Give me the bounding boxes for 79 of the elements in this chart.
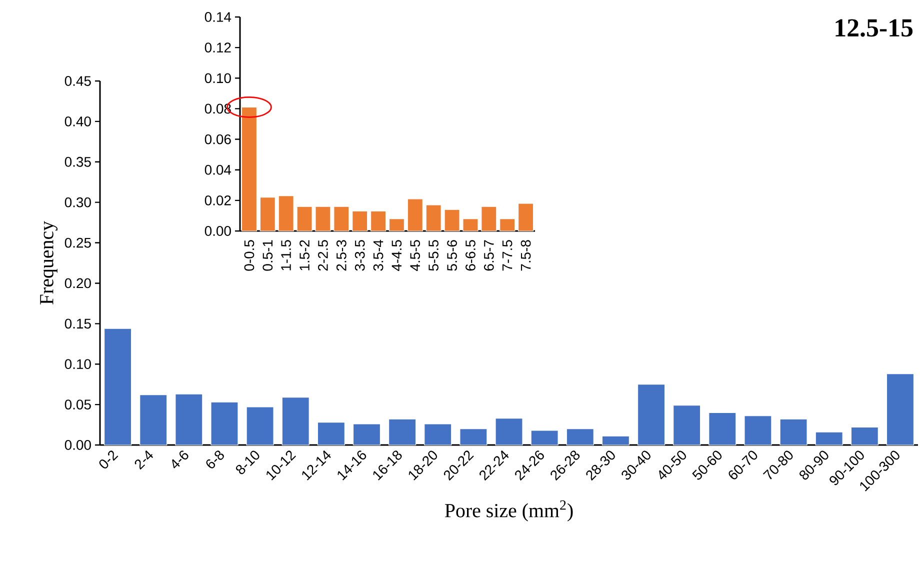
bar xyxy=(850,426,878,446)
x-tick-label: 3-3.5 xyxy=(354,240,365,271)
bar xyxy=(518,203,534,232)
bar xyxy=(462,218,478,232)
y-tick-label: 0.35 xyxy=(64,156,91,167)
x-tick-label: 4.5-5 xyxy=(410,240,420,271)
y-tick-label: 0.15 xyxy=(64,318,91,329)
bar xyxy=(210,402,238,446)
x-tick-label: 0-0.5 xyxy=(244,240,254,271)
bar xyxy=(500,218,516,232)
x-tick-label: 2-2.5 xyxy=(318,240,328,271)
x-tick-label: 6-8 xyxy=(206,450,224,468)
bar xyxy=(566,428,594,446)
x-tick-label: 2-4 xyxy=(134,450,154,470)
x-tick-label: 1.5-2 xyxy=(300,240,310,270)
bar xyxy=(460,428,488,446)
bar xyxy=(407,198,423,232)
y-tick-label: 0.40 xyxy=(64,116,91,126)
bar xyxy=(708,412,736,446)
y-tick-label: 0.12 xyxy=(204,42,231,53)
y-tick-label: 0.10 xyxy=(64,359,91,370)
x-tick-label: 1-1.5 xyxy=(281,240,291,270)
bar xyxy=(140,394,168,446)
bar xyxy=(673,405,701,446)
x-tick-label: 4-4.5 xyxy=(392,240,402,271)
bar xyxy=(530,430,558,446)
bar xyxy=(241,106,258,232)
y-tick-label: 0.06 xyxy=(204,134,231,144)
y-tick-label: 0.14 xyxy=(204,12,232,22)
bar xyxy=(886,374,914,446)
x-tick-label: 3.5-4 xyxy=(373,240,384,271)
y-tick-label: 0.45 xyxy=(64,76,91,86)
bar xyxy=(104,328,132,446)
y-tick-label: 0.10 xyxy=(204,73,231,84)
x-tick-label: 6-6.5 xyxy=(466,240,476,271)
x-tick-label: 5-5.5 xyxy=(428,240,438,271)
x-tick-label: 2.5-3 xyxy=(336,240,346,271)
bar xyxy=(744,416,772,446)
bar xyxy=(260,197,276,232)
y-tick-label: 0.30 xyxy=(64,197,91,208)
bar xyxy=(426,204,442,232)
bar xyxy=(352,210,368,232)
bar xyxy=(175,394,203,446)
y-tick-label: 0.02 xyxy=(204,195,231,206)
bar xyxy=(388,418,416,446)
bar xyxy=(282,396,310,446)
bar xyxy=(317,422,345,446)
bar xyxy=(296,206,312,232)
y-tick-label: 0.04 xyxy=(204,164,232,175)
bar xyxy=(334,206,350,232)
x-tick-label: 7.5-8 xyxy=(520,240,531,271)
y-tick-label: 0.05 xyxy=(64,400,91,410)
x-tick-label: 5.5-6 xyxy=(447,240,457,271)
bar xyxy=(352,424,381,446)
x-tick-label: 6.5-7 xyxy=(484,240,494,271)
bar xyxy=(388,218,405,232)
y-axis-title: Frequency xyxy=(40,221,58,304)
bar xyxy=(780,418,808,446)
x-tick-label: 0.5-1 xyxy=(262,240,273,271)
y-tick-label: 0.00 xyxy=(204,226,231,236)
y-tick-label: 0.25 xyxy=(64,238,91,248)
bar xyxy=(637,384,666,446)
bar xyxy=(246,406,274,446)
x-tick-label: 7-7.5 xyxy=(502,240,512,271)
y-tick-label: 0.00 xyxy=(64,440,91,450)
bar xyxy=(481,206,497,232)
x-tick-label: 0-2 xyxy=(99,450,118,468)
bar xyxy=(370,210,386,232)
bar xyxy=(495,418,523,446)
chart-title: 12.5-15 xyxy=(836,19,913,37)
bar xyxy=(424,424,452,446)
bar xyxy=(602,436,630,446)
bar xyxy=(815,432,843,446)
x-axis-title: Pore size (mm$^{2}$) xyxy=(444,500,573,522)
bar xyxy=(444,209,460,232)
bar xyxy=(278,196,294,232)
bar xyxy=(315,206,331,232)
y-tick-label: 0.20 xyxy=(64,278,91,288)
x-tick-label: 4-6 xyxy=(172,450,188,468)
